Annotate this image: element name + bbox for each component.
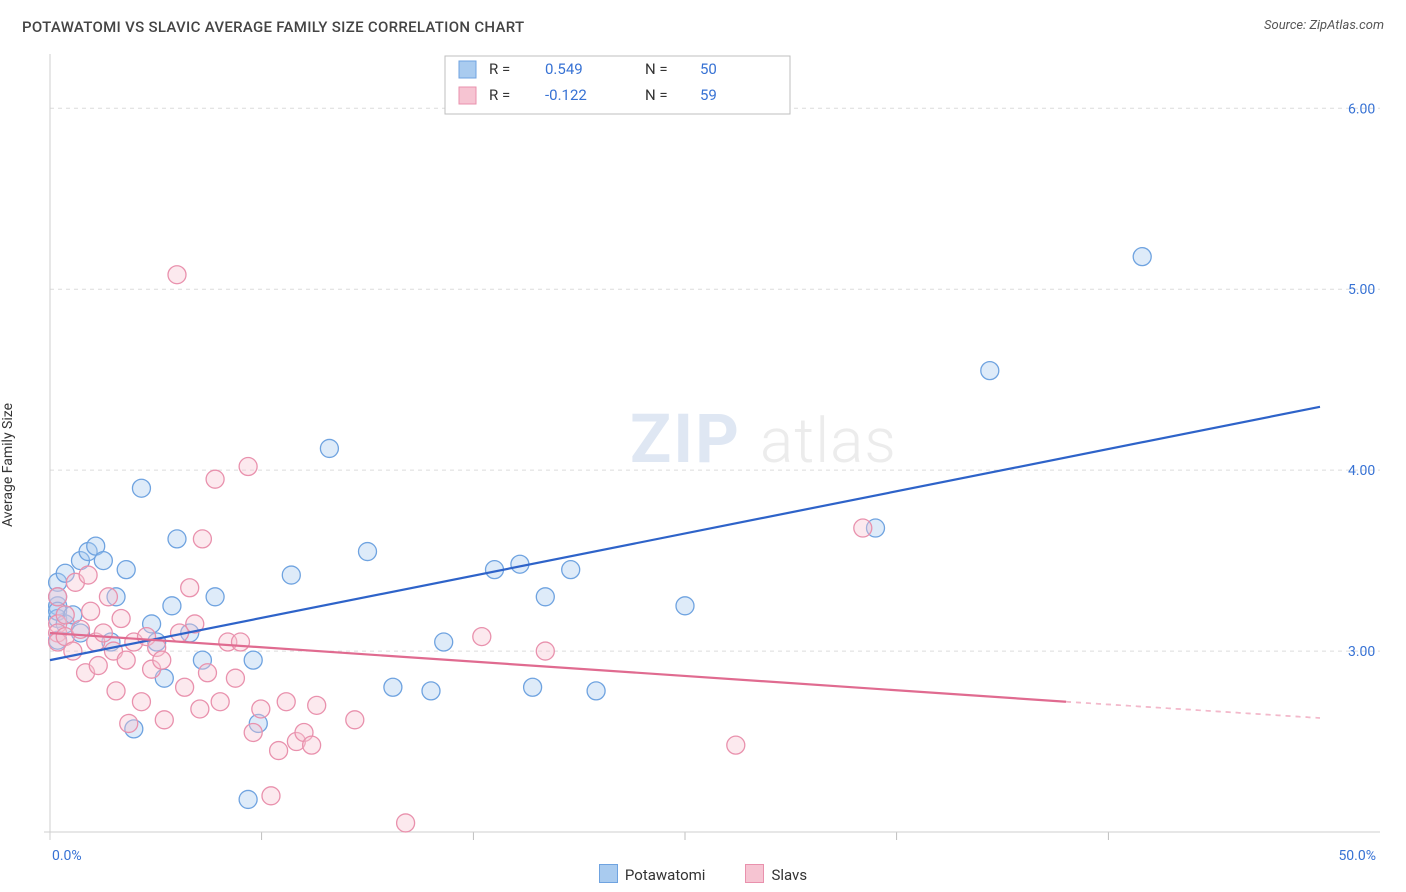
svg-text:R =: R = — [489, 60, 510, 78]
svg-text:atlas: atlas — [760, 405, 897, 478]
legend-swatch — [745, 864, 764, 883]
legend-item: Potawatomi — [599, 864, 706, 884]
svg-text:50: 50 — [700, 60, 717, 78]
svg-text:ZIP: ZIP — [630, 399, 741, 479]
svg-text:R =: R = — [489, 86, 510, 104]
svg-text:0.0%: 0.0% — [52, 848, 82, 862]
legend-item: Slavs — [745, 864, 807, 884]
svg-text:59: 59 — [700, 86, 717, 104]
scatter-plot-svg: 3.00 4.00 5.00 6.00 0.0% 50.0% ZIP atlas R = 0.54… — [0, 42, 1406, 862]
series-legend: Potawatomi Slavs — [0, 864, 1406, 884]
svg-text:4.00: 4.00 — [1348, 463, 1375, 479]
y-axis-label: Average Family Size — [0, 403, 16, 527]
svg-text:N =: N = — [645, 86, 668, 104]
legend-label: Potawatomi — [625, 866, 706, 884]
chart-title: POTAWATOMI VS SLAVIC AVERAGE FAMILY SIZE… — [22, 18, 524, 36]
svg-text:50.0%: 50.0% — [1338, 848, 1376, 862]
legend-swatch — [599, 864, 618, 883]
svg-text:0.549: 0.549 — [545, 60, 583, 78]
svg-text:5.00: 5.00 — [1348, 282, 1375, 298]
svg-text:3.00: 3.00 — [1348, 644, 1375, 660]
svg-text:N =: N = — [645, 60, 668, 78]
source-label: Source: ZipAtlas.com — [1264, 18, 1384, 36]
svg-text:-0.122: -0.122 — [545, 86, 587, 104]
chart-area: Average Family Size 3.00 4.00 5.00 6.00 0.0%… — [0, 42, 1406, 888]
legend-label: Slavs — [771, 866, 807, 884]
svg-text:6.00: 6.00 — [1348, 101, 1375, 117]
